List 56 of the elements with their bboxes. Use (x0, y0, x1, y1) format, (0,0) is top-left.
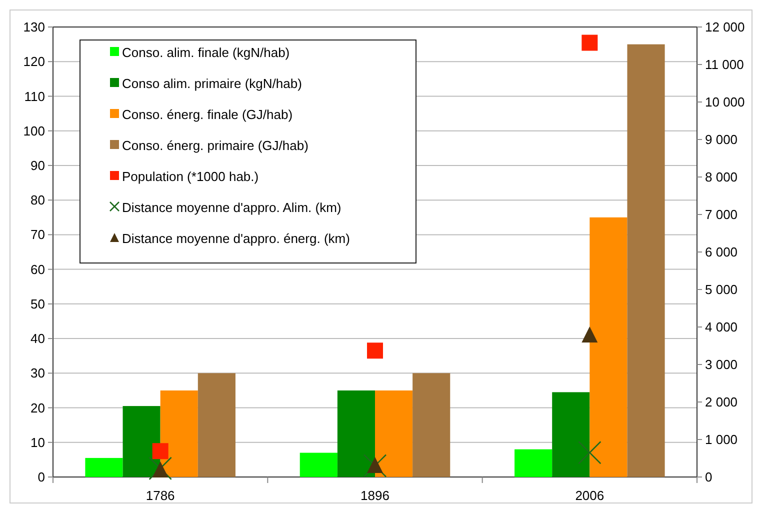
point (367, 457, 383, 473)
y-tick-label: 120 (23, 54, 45, 70)
legend-label: Distance moyenne d'appro. Alim. (km) (122, 200, 342, 215)
y-tick-label: 90 (30, 158, 45, 174)
point (152, 462, 168, 478)
y-tick-label: 50 (30, 296, 45, 312)
legend-label: Conso. alim. finale (kgN/hab) (122, 45, 290, 60)
x-tick-label: 1786 (146, 488, 175, 503)
y-tick-label: 80 (30, 192, 45, 208)
bar (337, 390, 375, 477)
y-tick-label: 100 (23, 123, 45, 138)
bar (85, 458, 123, 477)
bar (590, 217, 628, 477)
y2-tick-label: 12 000 (705, 20, 745, 35)
bar (552, 392, 590, 477)
y-tick-label: 10 (30, 434, 45, 450)
y-tick-label: 20 (30, 400, 45, 416)
bar (375, 390, 413, 477)
y2-tick-label: 3 000 (705, 357, 738, 372)
y-tick-label: 40 (30, 331, 45, 346)
bar (160, 390, 198, 477)
legend-label: Conso. énerg. finale (GJ/hab) (122, 107, 293, 122)
y2-tick-label: 10 000 (705, 94, 745, 110)
y2-tick-label: 11 000 (705, 57, 744, 72)
point (152, 443, 168, 460)
x-tick-label: 2006 (575, 488, 604, 503)
point (582, 34, 598, 51)
bar (122, 406, 160, 477)
legend-label: Distance moyenne d'appro. énerg. (km) (122, 231, 350, 246)
y2-tick-label: 6 000 (705, 244, 738, 260)
y2-tick-label: 8 000 (705, 170, 738, 185)
y-tick-label: 30 (30, 366, 45, 381)
y2-tick-label: 7 000 (705, 207, 738, 222)
bar (198, 373, 236, 477)
legend-label: Population (*1000 hab.) (122, 169, 259, 184)
legend-label: Conso. énerg. primaire (GJ/hab) (122, 138, 308, 153)
y-tick-label: 60 (30, 262, 45, 277)
bar (627, 44, 665, 477)
legend-label: Conso alim. primaire (kgN/hab) (122, 76, 302, 91)
y-tick-label: 110 (24, 88, 45, 104)
y-tick-label: 70 (30, 227, 45, 242)
y2-tick-label: 0 (705, 470, 712, 485)
point (367, 342, 383, 359)
y2-tick-label: 9 000 (705, 132, 738, 148)
y2-tick-label: 1 000 (705, 432, 738, 448)
y2-tick-label: 4 000 (705, 320, 738, 335)
bar (412, 373, 450, 477)
y-tick-label: 0 (38, 470, 45, 485)
bar (300, 452, 338, 477)
x-tick-label: 1896 (360, 488, 390, 503)
point (578, 440, 602, 464)
y2-tick-label: 5 000 (705, 282, 738, 298)
point (582, 326, 598, 342)
y-tick-label: 130 (23, 20, 45, 35)
y2-tick-label: 2 000 (705, 394, 738, 410)
bar (514, 449, 552, 477)
